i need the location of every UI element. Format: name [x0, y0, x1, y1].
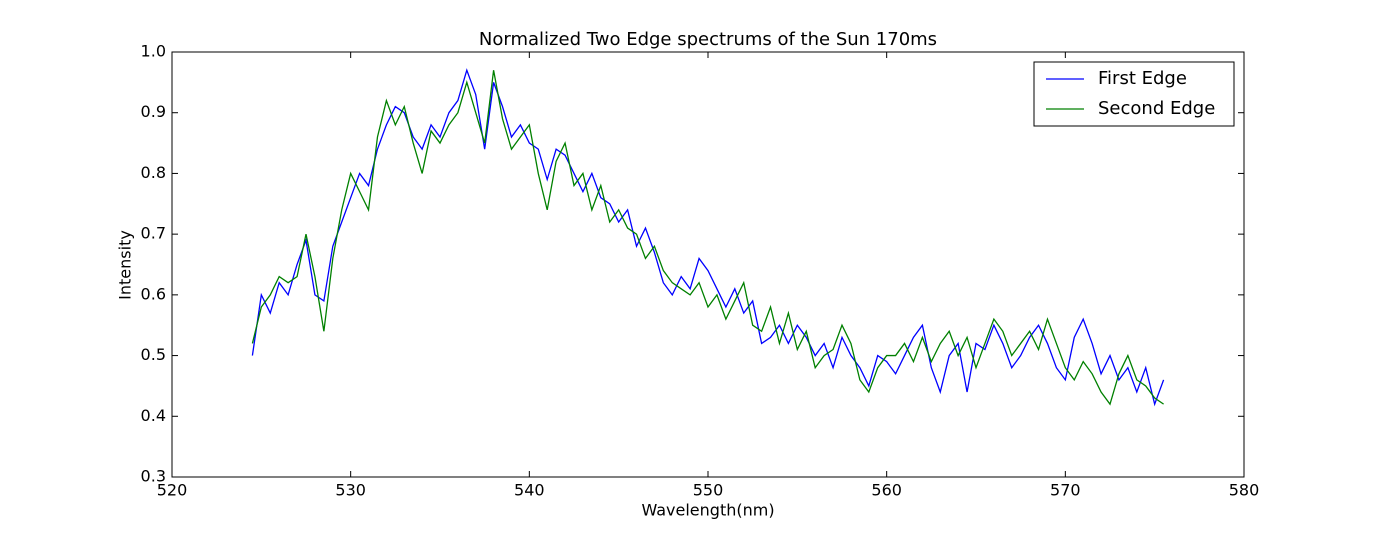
- y-tick-label: 0.6: [141, 284, 166, 303]
- x-tick-label: 540: [514, 481, 545, 500]
- x-axis-label: Wavelength(nm): [641, 501, 774, 520]
- x-tick-label: 530: [335, 481, 366, 500]
- x-tick-label: 580: [1229, 481, 1260, 500]
- x-tick-label: 570: [1050, 481, 1081, 500]
- chart-title: Normalized Two Edge spectrums of the Sun…: [479, 29, 937, 50]
- x-tick-label: 550: [693, 481, 724, 500]
- y-axis-label: Intensity: [116, 230, 135, 300]
- y-tick-label: 0.8: [141, 163, 166, 182]
- x-tick-label: 520: [157, 481, 188, 500]
- legend-box: [1033, 61, 1235, 127]
- y-tick-label: 1.0: [141, 42, 166, 61]
- series-line: [251, 70, 1164, 406]
- y-tick-label: 0.4: [141, 406, 166, 425]
- y-tick-label: 0.5: [141, 345, 166, 364]
- legend-label: First Edge: [1098, 68, 1187, 89]
- x-tick-label: 560: [871, 481, 902, 500]
- y-tick-label: 0.7: [141, 224, 166, 243]
- y-tick-label: 0.3: [141, 467, 166, 486]
- legend-label: Second Edge: [1098, 98, 1215, 119]
- y-tick-label: 0.9: [141, 102, 166, 121]
- series-line: [251, 68, 1165, 407]
